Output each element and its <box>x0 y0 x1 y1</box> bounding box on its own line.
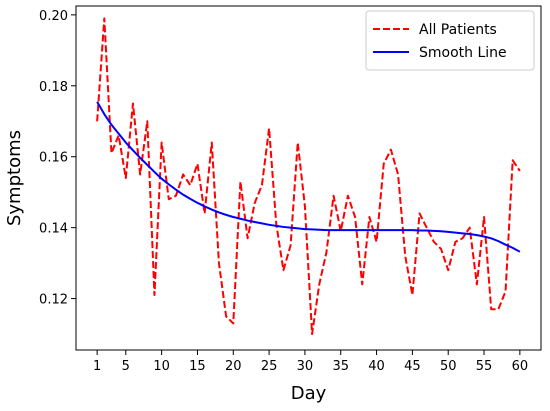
legend-label-smooth-line: Smooth Line <box>419 45 507 61</box>
x-axis-label: Day <box>291 383 327 404</box>
series-layer <box>96 17 521 336</box>
legend-label-all-patients: All Patients <box>419 22 497 38</box>
legend: All Patients Smooth Line <box>365 10 535 71</box>
plot-frame <box>75 5 542 351</box>
x-axis-ticks: 1 5 10 15 20 25 30 35 40 45 50 55 60 <box>93 350 528 374</box>
series-line-all-patients <box>96 17 521 336</box>
x-tick-label: 35 <box>332 359 349 374</box>
y-axis-label: Symptoms <box>4 130 25 226</box>
x-tick-label: 25 <box>261 359 278 374</box>
x-tick-label: 20 <box>225 359 242 374</box>
x-tick-label: 40 <box>368 359 385 374</box>
y-tick-label: 0.12 <box>39 293 68 308</box>
x-tick-label: 50 <box>440 359 457 374</box>
x-tick-label: 15 <box>189 359 206 374</box>
x-tick-label: 10 <box>153 359 170 374</box>
x-tick-label: 45 <box>404 359 421 374</box>
y-tick-label: 0.16 <box>39 151 68 166</box>
y-tick-label: 0.14 <box>39 222 68 237</box>
x-tick-label: 30 <box>297 359 314 374</box>
y-tick-label: 0.20 <box>39 9 68 24</box>
x-tick-label: 5 <box>122 359 130 374</box>
series-line-smooth-line <box>96 101 521 253</box>
x-tick-label: 1 <box>93 359 101 374</box>
x-tick-label: 60 <box>512 359 529 374</box>
x-tick-label: 55 <box>476 359 493 374</box>
legend-box <box>365 10 535 71</box>
y-tick-label: 0.18 <box>39 80 68 95</box>
y-axis-ticks: 0.12 0.14 0.16 0.18 0.20 <box>39 9 76 308</box>
